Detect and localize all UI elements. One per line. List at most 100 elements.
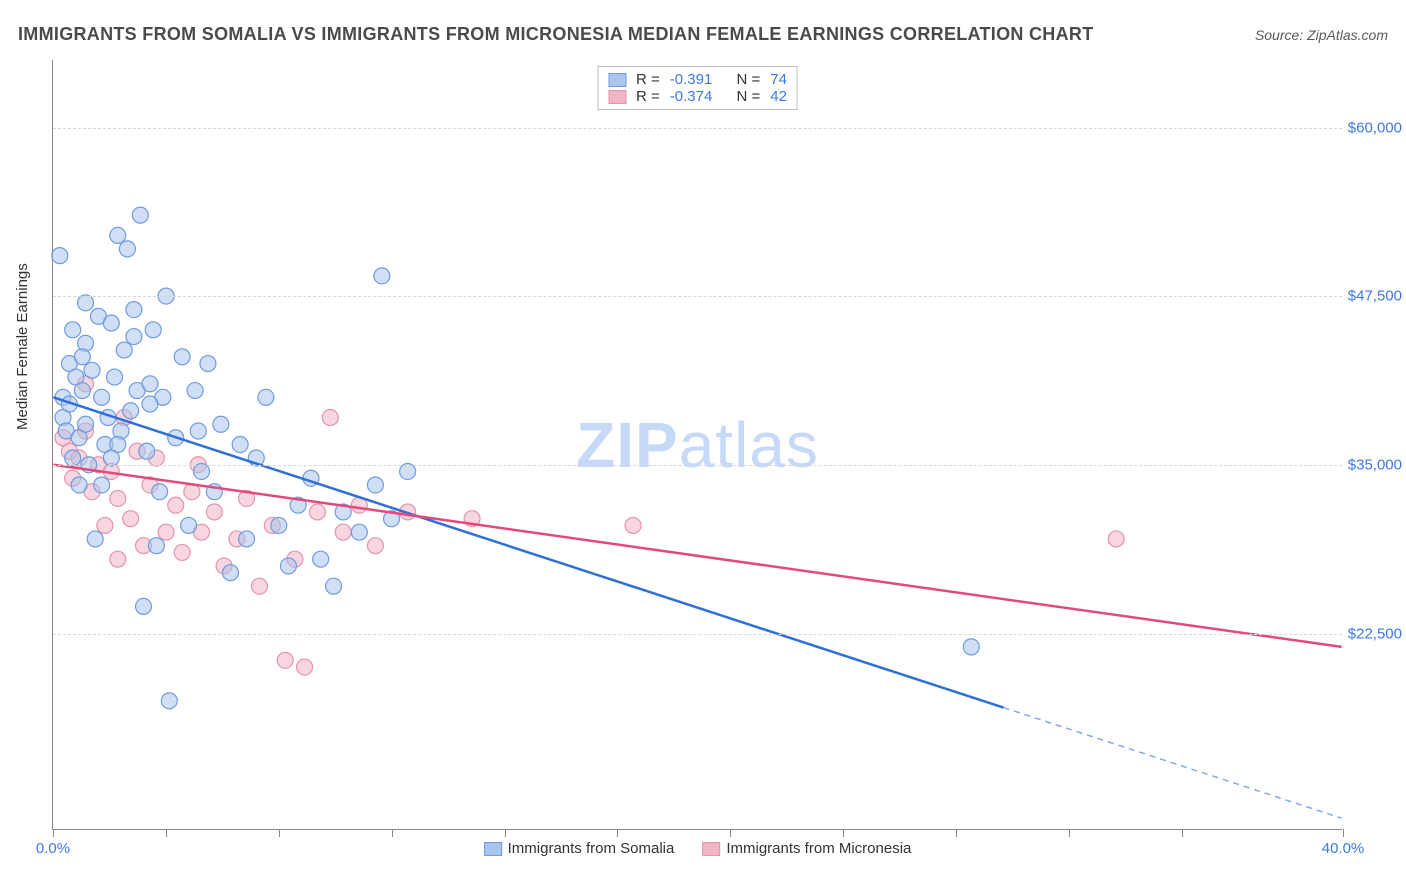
- scatter-point-somalia: [126, 302, 142, 318]
- stats-r-val-0: -0.391: [670, 71, 713, 88]
- xtick: [166, 829, 167, 837]
- scatter-point-somalia: [52, 248, 68, 264]
- legend-item-1: Immigrants from Micronesia: [702, 840, 911, 857]
- xtick: [730, 829, 731, 837]
- source-label: Source: ZipAtlas.com: [1255, 27, 1388, 43]
- scatter-point-micronesia: [110, 490, 126, 506]
- scatter-point-somalia: [74, 349, 90, 365]
- scatter-point-somalia: [187, 383, 203, 399]
- gridline-h: [53, 296, 1342, 297]
- trend-line-ext-somalia: [1003, 708, 1341, 819]
- scatter-point-somalia: [71, 477, 87, 493]
- scatter-point-somalia: [280, 558, 296, 574]
- stats-n-val-1: 42: [770, 88, 787, 105]
- scatter-point-somalia: [123, 403, 139, 419]
- scatter-point-somalia: [351, 524, 367, 540]
- scatter-point-somalia: [74, 383, 90, 399]
- scatter-point-micronesia: [625, 517, 641, 533]
- scatter-point-somalia: [145, 322, 161, 338]
- scatter-point-somalia: [110, 227, 126, 243]
- legend-item-0: Immigrants from Somalia: [484, 840, 675, 857]
- scatter-point-somalia: [161, 693, 177, 709]
- title-bar: IMMIGRANTS FROM SOMALIA VS IMMIGRANTS FR…: [18, 24, 1388, 45]
- xtick: [843, 829, 844, 837]
- scatter-point-micronesia: [123, 511, 139, 527]
- xtick: [1343, 829, 1344, 837]
- scatter-point-somalia: [963, 639, 979, 655]
- plot-area: ZIPatlas R = -0.391 N = 74 R = -0.374 N …: [52, 60, 1342, 830]
- scatter-point-somalia: [65, 322, 81, 338]
- scatter-point-somalia: [116, 342, 132, 358]
- stats-n-label-0: N =: [737, 71, 761, 88]
- scatter-point-somalia: [271, 517, 287, 533]
- xtick-label: 40.0%: [1322, 840, 1365, 857]
- scatter-point-somalia: [258, 389, 274, 405]
- scatter-point-micronesia: [1108, 531, 1124, 547]
- scatter-point-somalia: [374, 268, 390, 284]
- stats-box: R = -0.391 N = 74 R = -0.374 N = 42: [597, 66, 798, 110]
- xtick: [392, 829, 393, 837]
- scatter-point-somalia: [232, 437, 248, 453]
- scatter-point-somalia: [239, 531, 255, 547]
- scatter-point-somalia: [78, 416, 94, 432]
- scatter-point-somalia: [94, 477, 110, 493]
- scatter-point-micronesia: [277, 652, 293, 668]
- gridline-h: [53, 634, 1342, 635]
- scatter-point-micronesia: [110, 551, 126, 567]
- xtick: [956, 829, 957, 837]
- stats-swatch-0: [608, 73, 626, 87]
- scatter-point-somalia: [132, 207, 148, 223]
- scatter-point-micronesia: [206, 504, 222, 520]
- scatter-point-micronesia: [251, 578, 267, 594]
- legend-swatch-0: [484, 842, 502, 856]
- xtick: [279, 829, 280, 837]
- scatter-point-micronesia: [297, 659, 313, 675]
- scatter-point-somalia: [103, 315, 119, 331]
- scatter-point-somalia: [107, 369, 123, 385]
- stats-row-0: R = -0.391 N = 74: [608, 71, 787, 88]
- legend-label-0: Immigrants from Somalia: [508, 840, 675, 857]
- xtick: [1069, 829, 1070, 837]
- scatter-point-somalia: [136, 598, 152, 614]
- scatter-point-somalia: [87, 531, 103, 547]
- scatter-point-somalia: [181, 517, 197, 533]
- ytick-label: $60,000: [1348, 119, 1402, 136]
- ytick-label: $22,500: [1348, 626, 1402, 643]
- scatter-point-somalia: [119, 241, 135, 257]
- stats-r-val-1: -0.374: [670, 88, 713, 105]
- xtick: [1182, 829, 1183, 837]
- scatter-point-somalia: [190, 423, 206, 439]
- scatter-point-somalia: [213, 416, 229, 432]
- ytick-label: $47,500: [1348, 288, 1402, 305]
- gridline-h: [53, 128, 1342, 129]
- xtick: [53, 829, 54, 837]
- scatter-point-somalia: [65, 450, 81, 466]
- legend-swatch-1: [702, 842, 720, 856]
- scatter-point-micronesia: [97, 517, 113, 533]
- scatter-point-micronesia: [322, 410, 338, 426]
- stats-r-label-0: R =: [636, 71, 660, 88]
- scatter-point-somalia: [139, 443, 155, 459]
- scatter-point-somalia: [222, 565, 238, 581]
- stats-swatch-1: [608, 90, 626, 104]
- scatter-point-somalia: [142, 376, 158, 392]
- legend-label-1: Immigrants from Micronesia: [726, 840, 911, 857]
- chart-title: IMMIGRANTS FROM SOMALIA VS IMMIGRANTS FR…: [18, 24, 1094, 45]
- scatter-point-somalia: [84, 362, 100, 378]
- scatter-point-micronesia: [309, 504, 325, 520]
- xtick: [617, 829, 618, 837]
- stats-row-1: R = -0.374 N = 42: [608, 88, 787, 105]
- ytick-label: $35,000: [1348, 457, 1402, 474]
- scatter-point-somalia: [326, 578, 342, 594]
- stats-r-label-1: R =: [636, 88, 660, 105]
- scatter-point-micronesia: [367, 538, 383, 554]
- scatter-point-somalia: [126, 329, 142, 345]
- stats-n-val-0: 74: [770, 71, 787, 88]
- xtick-label: 0.0%: [36, 840, 70, 857]
- scatter-point-somalia: [103, 450, 119, 466]
- scatter-point-somalia: [148, 538, 164, 554]
- y-axis-label: Median Female Earnings: [14, 263, 31, 430]
- gridline-h: [53, 465, 1342, 466]
- scatter-point-somalia: [142, 396, 158, 412]
- bottom-legend: Immigrants from Somalia Immigrants from …: [484, 840, 912, 857]
